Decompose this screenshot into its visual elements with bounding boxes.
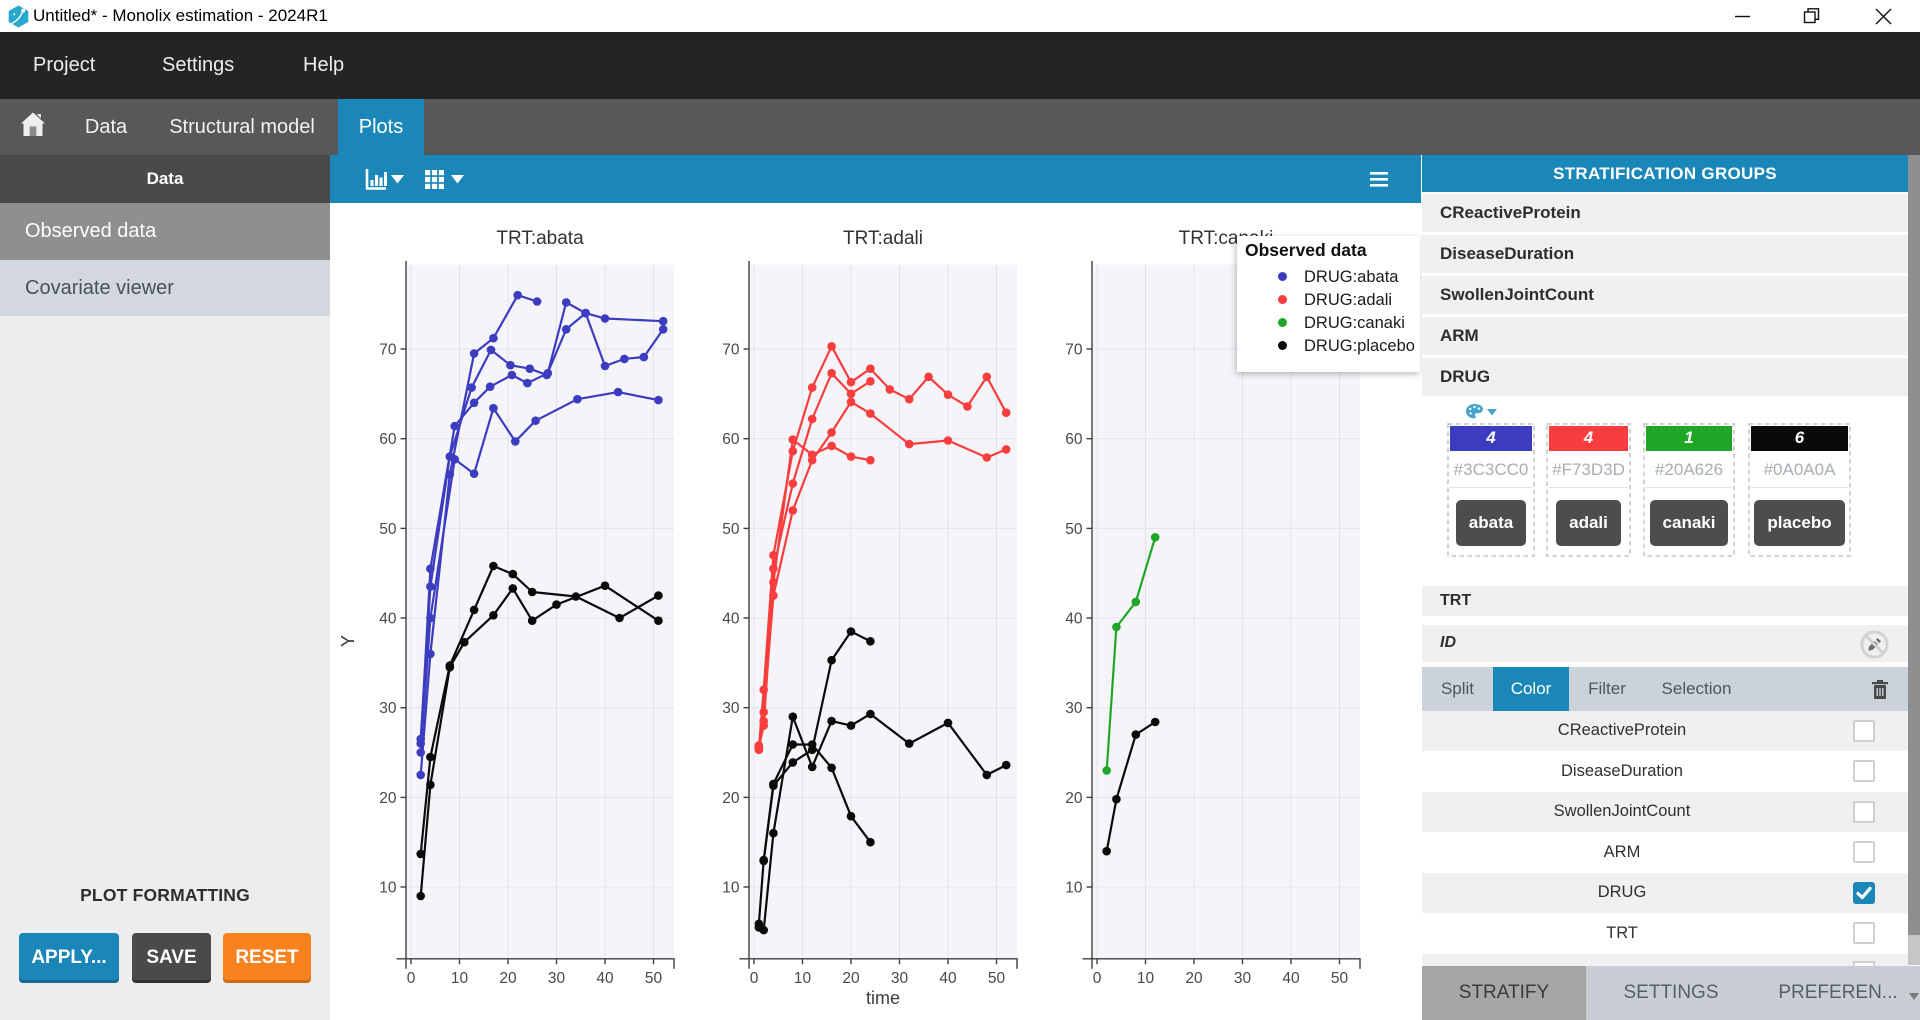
svg-text:40: 40: [939, 970, 957, 987]
svg-text:20: 20: [842, 970, 860, 987]
svg-text:40: 40: [1282, 970, 1300, 987]
svg-text:time: time: [866, 988, 900, 1008]
svg-text:10: 10: [794, 970, 812, 987]
svg-text:40: 40: [722, 611, 740, 628]
svg-text:30: 30: [1065, 700, 1083, 717]
svg-text:40: 40: [596, 970, 614, 987]
svg-text:10: 10: [722, 880, 740, 897]
svg-text:30: 30: [1234, 970, 1252, 987]
svg-text:50: 50: [645, 970, 663, 987]
svg-text:40: 40: [1065, 611, 1083, 628]
svg-text:50: 50: [1331, 970, 1349, 987]
svg-text:60: 60: [1065, 431, 1083, 448]
svg-text:50: 50: [1065, 521, 1083, 538]
svg-text:20: 20: [722, 790, 740, 807]
svg-text:20: 20: [1065, 790, 1083, 807]
svg-text:0: 0: [1093, 970, 1102, 987]
svg-text:10: 10: [451, 970, 469, 987]
svg-text:0: 0: [750, 970, 759, 987]
svg-text:70: 70: [379, 342, 397, 359]
svg-text:60: 60: [379, 431, 397, 448]
svg-text:20: 20: [1185, 970, 1203, 987]
svg-text:TRT:abata: TRT:abata: [496, 228, 584, 249]
svg-text:40: 40: [379, 611, 397, 628]
svg-text:30: 30: [379, 700, 397, 717]
svg-text:50: 50: [722, 521, 740, 538]
svg-text:60: 60: [722, 431, 740, 448]
svg-text:20: 20: [499, 970, 517, 987]
svg-text:70: 70: [1065, 342, 1083, 359]
svg-text:10: 10: [379, 880, 397, 897]
svg-text:50: 50: [988, 970, 1006, 987]
svg-text:20: 20: [379, 790, 397, 807]
svg-text:70: 70: [722, 342, 740, 359]
svg-text:10: 10: [1065, 880, 1083, 897]
svg-text:10: 10: [1137, 970, 1155, 987]
svg-text:Y: Y: [338, 635, 358, 647]
svg-text:30: 30: [891, 970, 909, 987]
svg-text:30: 30: [722, 700, 740, 717]
svg-text:TRT:adali: TRT:adali: [843, 228, 923, 249]
svg-text:0: 0: [407, 970, 416, 987]
svg-text:30: 30: [548, 970, 566, 987]
svg-text:50: 50: [379, 521, 397, 538]
